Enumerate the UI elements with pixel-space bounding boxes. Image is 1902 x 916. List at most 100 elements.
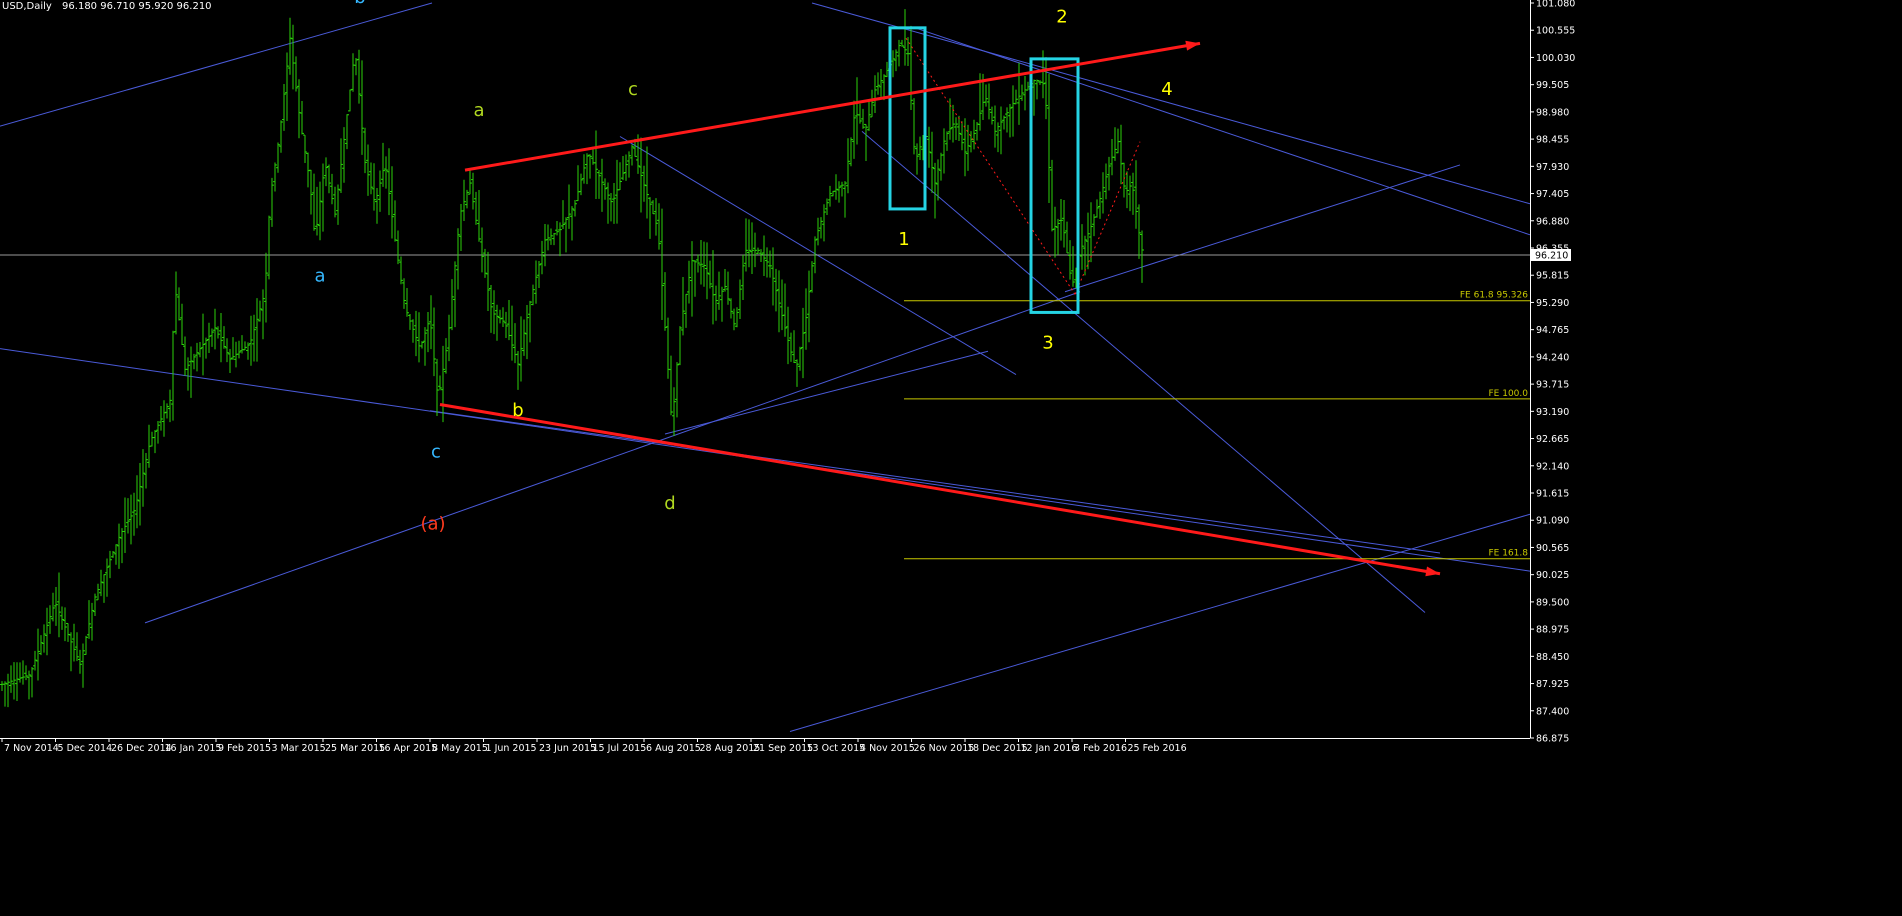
- ohlc-bar: [198, 341, 202, 358]
- ohlc-bar: [579, 173, 583, 196]
- ohlc-bar: [996, 122, 1000, 153]
- ohlc-bar: [210, 328, 214, 347]
- ohlc-bar: [999, 106, 1003, 155]
- ohlc-bar: [252, 314, 256, 362]
- ohlc-bar: [474, 191, 478, 225]
- ohlc-bar: [411, 319, 415, 343]
- time-axis-label: 18 Dec 2015: [967, 743, 1028, 754]
- ohlc-bar: [243, 341, 247, 351]
- price-axis-label: 97.405: [1536, 189, 1569, 200]
- trendline: [664, 350, 989, 435]
- trendline: [789, 513, 1531, 733]
- ohlc-bar: [594, 130, 598, 200]
- ohlc-bar: [864, 123, 868, 161]
- ohlc-bar: [504, 311, 508, 338]
- ohlc-bar: [249, 315, 253, 366]
- price-axis-label: 89.500: [1536, 597, 1569, 608]
- ohlc-bar: [492, 290, 496, 335]
- ohlc-bar: [915, 143, 919, 175]
- wave-label-layer: b a c a c b d (a) 1 2 3 4: [314, 0, 1172, 535]
- ohlc-bar: [1122, 162, 1126, 198]
- ohlc-bar: [786, 306, 790, 365]
- wave-label: a: [314, 265, 325, 286]
- ohlc-bar: [438, 375, 442, 391]
- ohlc-bar: [72, 623, 76, 662]
- ohlc-bar: [264, 252, 268, 323]
- ohlc-bar: [735, 307, 739, 328]
- ohlc-bar: [477, 190, 481, 242]
- ohlc-bar: [873, 75, 877, 114]
- price-axis-label: 91.090: [1536, 516, 1569, 527]
- ohlc-bar: [1005, 107, 1009, 133]
- ohlc-bar: [825, 198, 829, 215]
- ohlc-bar: [759, 249, 763, 263]
- ohlc-bar: [714, 285, 718, 321]
- ohlc-bar: [84, 635, 88, 655]
- ohlc-bar: [51, 592, 55, 622]
- ohlc-bar: [603, 178, 607, 200]
- ohlc-bar: [783, 283, 787, 337]
- ohlc-bar: [546, 224, 550, 251]
- ohlc-bar-layer: [0, 9, 1144, 708]
- time-axis-label: 7 Nov 2014: [4, 743, 59, 754]
- ohlc-bar: [843, 181, 847, 218]
- ohlc-bar: [384, 156, 388, 189]
- ohlc-bar: [897, 39, 901, 67]
- fib-level-label: FE 100.0: [1489, 389, 1529, 399]
- ohlc-bar: [381, 142, 385, 187]
- ohlc-bar: [81, 643, 85, 688]
- ohlc-bar: [156, 420, 160, 444]
- ohlc-bar: [765, 247, 769, 278]
- ohlc-bar: [453, 261, 457, 328]
- price-axis-label: 95.815: [1536, 271, 1569, 282]
- ohlc-bar: [303, 134, 307, 163]
- ohlc-bar: [336, 184, 340, 225]
- ohlc-bar: [78, 649, 82, 674]
- ohlc-bar: [933, 162, 937, 219]
- ohlc-bar: [267, 215, 271, 280]
- ohlc-bar: [1107, 156, 1111, 191]
- ohlc-bar: [984, 84, 988, 107]
- price-axis-label: 99.505: [1536, 80, 1569, 91]
- ohlc-bar: [462, 179, 466, 221]
- ohlc-bar: [48, 605, 52, 634]
- ohlc-bar: [207, 322, 211, 354]
- ohlc-bar: [723, 268, 727, 292]
- price-axis-label: 88.975: [1536, 625, 1569, 636]
- ohlc-bar: [1128, 175, 1132, 212]
- ohlc-bar: [153, 430, 157, 454]
- ohlc-bar: [552, 232, 556, 246]
- ohlc-bar: [195, 342, 199, 372]
- wave-label: 4: [1161, 79, 1172, 100]
- ohlc-bar: [108, 550, 112, 579]
- ohlc-bar: [612, 183, 616, 224]
- ohlc-bar: [945, 131, 949, 151]
- ohlc-bar: [117, 523, 121, 569]
- ohlc-bar: [468, 168, 472, 195]
- price-axis-label: 94.765: [1536, 325, 1569, 336]
- ohlc-bar: [45, 607, 49, 656]
- time-axis-label: 13 Oct 2015: [807, 743, 866, 754]
- ohlc-bar: [774, 268, 778, 312]
- ohlc-bar: [1095, 199, 1099, 218]
- price-axis-label: 93.190: [1536, 407, 1569, 418]
- price-axis-label: 92.140: [1536, 461, 1569, 472]
- ohlc-bar: [993, 105, 997, 148]
- ohlc-bar: [951, 104, 955, 143]
- ohlc-bar: [963, 118, 967, 177]
- ohlc-bar: [753, 232, 757, 268]
- ohlc-bar: [12, 662, 16, 700]
- ohlc-bar: [879, 69, 883, 97]
- ohlc-bar: [876, 72, 880, 95]
- trendline-layer: [0, 2, 1531, 733]
- ohlc-bar: [771, 247, 775, 306]
- ohlc-bar: [372, 163, 376, 211]
- price-axis-label: 87.925: [1536, 679, 1569, 690]
- ohlc-bar: [777, 270, 781, 333]
- ohlc-bar: [276, 142, 280, 173]
- wave-label: c: [628, 79, 638, 100]
- ohlc-bar: [624, 154, 628, 181]
- ohlc-bar: [378, 170, 382, 212]
